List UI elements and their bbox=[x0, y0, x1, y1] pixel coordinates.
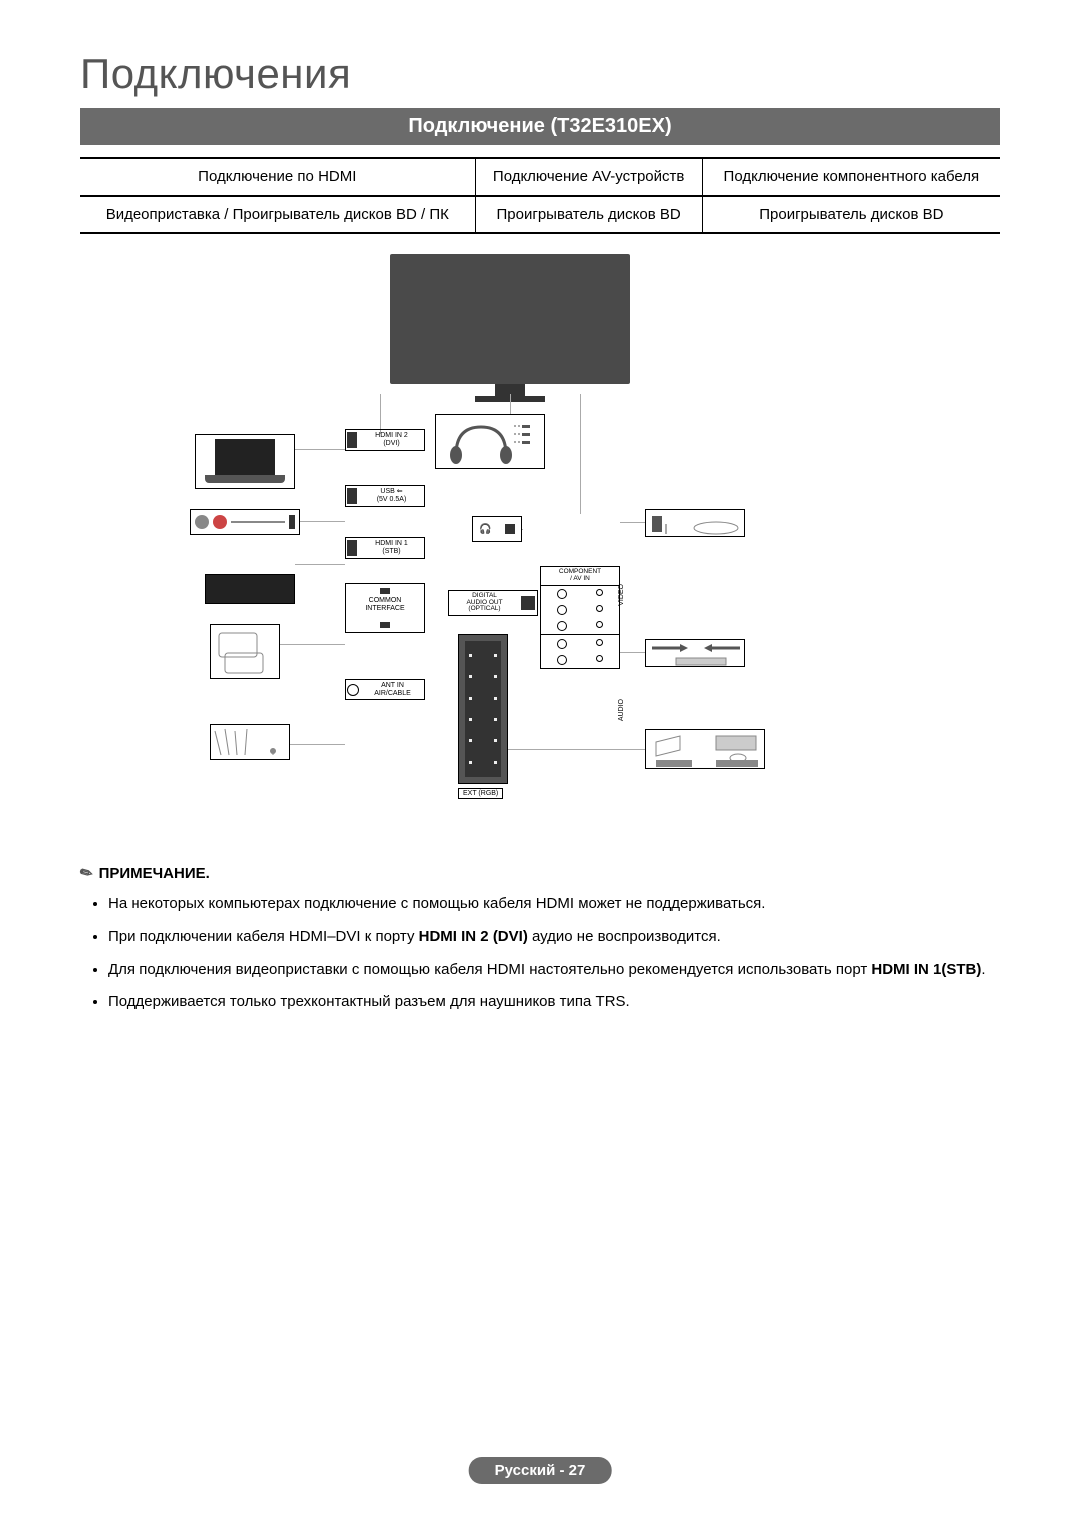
ext-rgb-label: EXT (RGB) bbox=[458, 788, 503, 799]
port-component-av-in: COMPONENT / AV IN bbox=[540, 566, 620, 669]
port-usb: USB ⇐ (5V 0.5A) bbox=[345, 485, 425, 507]
table-cell: Проигрыватель дисков BD bbox=[702, 196, 1000, 234]
port-ant-in: ANT IN AIR/CABLE bbox=[345, 679, 425, 700]
page-footer: Русский - 27 bbox=[469, 1457, 612, 1484]
notes-heading: ПРИМЕЧАНИЕ. bbox=[80, 864, 1000, 882]
usb-device-icon bbox=[645, 509, 745, 537]
headphone-icon: 🎧 bbox=[479, 524, 491, 535]
table-header: Подключение по HDMI bbox=[80, 158, 475, 196]
scart-device-icon bbox=[645, 729, 765, 769]
ci-card-icon bbox=[210, 624, 280, 679]
connection-diagram: HDMI IN 2 (DVI) USB ⇐ (5V 0.5A) HDMI IN … bbox=[80, 254, 1000, 834]
connection-table: Подключение по HDMI Подключение AV-устро… bbox=[80, 157, 1000, 234]
page-title: Подключения bbox=[80, 50, 1000, 98]
note-item: Поддерживается только трехконтактный раз… bbox=[108, 990, 1000, 1015]
antenna-icon bbox=[210, 724, 290, 760]
component-cable-icon bbox=[645, 639, 745, 667]
table-cell: Проигрыватель дисков BD bbox=[475, 196, 702, 234]
table-header: Подключение AV-устройств bbox=[475, 158, 702, 196]
port-hdmi-in-1: HDMI IN 1 (STB) bbox=[345, 537, 425, 559]
note-item: Для подключения видеоприставки с помощью… bbox=[108, 958, 1000, 983]
note-item: При подключении кабеля HDMI–DVI к порту … bbox=[108, 925, 1000, 950]
notes-section: ПРИМЕЧАНИЕ. На некоторых компьютерах под… bbox=[80, 864, 1000, 1015]
port-common-interface: COMMON INTERFACE bbox=[345, 583, 425, 633]
tv-icon bbox=[390, 254, 630, 384]
table-header: Подключение компонентного кабеля bbox=[702, 158, 1000, 196]
headphones-icon bbox=[435, 414, 545, 469]
note-item: На некоторых компьютерах подключение с п… bbox=[108, 892, 1000, 917]
set-top-box-icon bbox=[205, 574, 295, 604]
rca-cable-icon bbox=[190, 509, 300, 535]
video-label: VIDEO bbox=[618, 584, 625, 606]
section-title-bar: Подключение (T32E310EX) bbox=[80, 108, 1000, 145]
audio-label: AUDIO bbox=[618, 699, 625, 721]
port-headphone: 🎧 bbox=[472, 516, 522, 542]
table-cell: Видеоприставка / Проигрыватель дисков BD… bbox=[80, 196, 475, 234]
laptop-icon bbox=[195, 434, 295, 489]
port-digital-audio-out: DIGITAL AUDIO OUT (OPTICAL) bbox=[448, 590, 538, 616]
port-hdmi-in-2: HDMI IN 2 (DVI) bbox=[345, 429, 425, 451]
port-ext-rgb bbox=[458, 634, 508, 784]
